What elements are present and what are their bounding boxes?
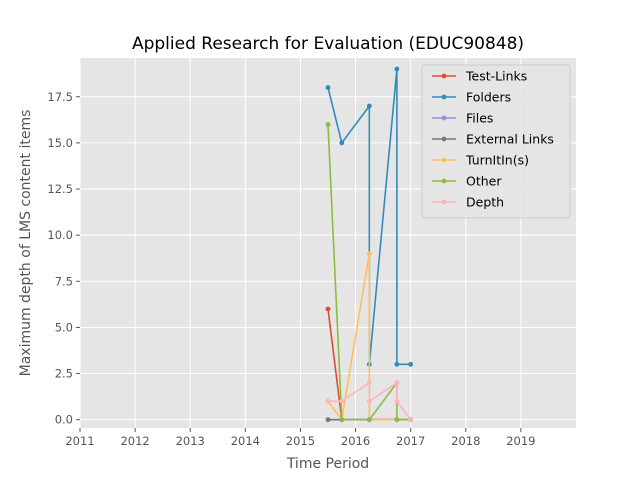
legend-marker bbox=[441, 73, 447, 79]
series-depth bbox=[325, 380, 414, 423]
data-point-depth bbox=[366, 380, 372, 386]
legend-label: TurnItIn(s) bbox=[465, 153, 529, 168]
data-point-depth bbox=[394, 398, 400, 404]
x-tick-label: 2016 bbox=[341, 434, 370, 448]
legend-marker bbox=[441, 178, 447, 184]
legend-marker bbox=[441, 115, 447, 121]
data-point-folders bbox=[325, 85, 331, 90]
x-tick-label: 2011 bbox=[65, 434, 94, 448]
legend-label: Depth bbox=[466, 195, 504, 210]
data-point-folders bbox=[394, 361, 400, 367]
legend: Test-Links Folders Files External Links Turn… bbox=[421, 64, 571, 219]
y-tick-label: 7.5 bbox=[55, 274, 73, 288]
data-point-external-links bbox=[325, 417, 331, 423]
y-tick-label: 17.5 bbox=[47, 90, 73, 104]
data-point-depth bbox=[394, 380, 400, 386]
data-point-other bbox=[366, 417, 372, 423]
data-point-other bbox=[339, 417, 345, 423]
data-point-test-links bbox=[325, 306, 331, 312]
legend-box bbox=[421, 64, 571, 219]
data-point-depth bbox=[339, 398, 345, 404]
x-tick-label: 2019 bbox=[506, 434, 535, 448]
legend-label: Folders bbox=[466, 90, 511, 105]
x-tick-label: 2018 bbox=[451, 434, 480, 448]
legend-marker bbox=[441, 136, 447, 142]
data-point-other bbox=[394, 417, 400, 423]
data-point-folders bbox=[339, 140, 345, 146]
x-tick-label: 2015 bbox=[286, 434, 315, 448]
series-layer bbox=[325, 66, 414, 423]
x-axis-label: Time Period bbox=[286, 456, 369, 472]
y-axis: 0.0 2.5 5.0 7.5 10.0 12.5 15.0 17.5 bbox=[47, 90, 80, 427]
legend-marker bbox=[441, 199, 447, 205]
y-tick-label: 5.0 bbox=[55, 320, 73, 334]
data-point-depth bbox=[408, 417, 414, 423]
legend-marker bbox=[441, 157, 447, 163]
data-point-turnitin-s bbox=[366, 251, 372, 257]
x-tick-label: 2012 bbox=[120, 434, 149, 448]
x-tick-label: 2013 bbox=[176, 434, 205, 448]
legend-label: External Links bbox=[466, 132, 554, 147]
data-point-folders bbox=[394, 66, 400, 72]
data-point-other bbox=[325, 122, 331, 127]
y-axis-label: Maximum depth of LMS content items bbox=[18, 110, 34, 377]
legend-label: Files bbox=[466, 111, 493, 126]
y-tick-label: 10.0 bbox=[47, 228, 73, 242]
y-tick-label: 0.0 bbox=[55, 413, 73, 427]
data-point-folders bbox=[408, 361, 414, 367]
chart-title: Applied Research for Evaluation (EDUC908… bbox=[132, 34, 524, 54]
data-point-folders bbox=[366, 103, 372, 109]
legend-label: Other bbox=[466, 174, 502, 189]
x-axis: 2011 2012 2013 2014 2015 2016 2017 2018 2019 bbox=[65, 428, 536, 448]
y-tick-label: 2.5 bbox=[55, 367, 73, 381]
y-tick-label: 12.5 bbox=[47, 182, 73, 196]
legend-marker bbox=[441, 94, 447, 100]
legend-label: Test-Links bbox=[465, 69, 527, 84]
x-tick-label: 2014 bbox=[231, 434, 260, 448]
data-point-depth bbox=[325, 398, 331, 404]
x-tick-label: 2017 bbox=[396, 434, 425, 448]
data-point-depth bbox=[366, 398, 372, 404]
y-tick-label: 15.0 bbox=[47, 136, 73, 150]
